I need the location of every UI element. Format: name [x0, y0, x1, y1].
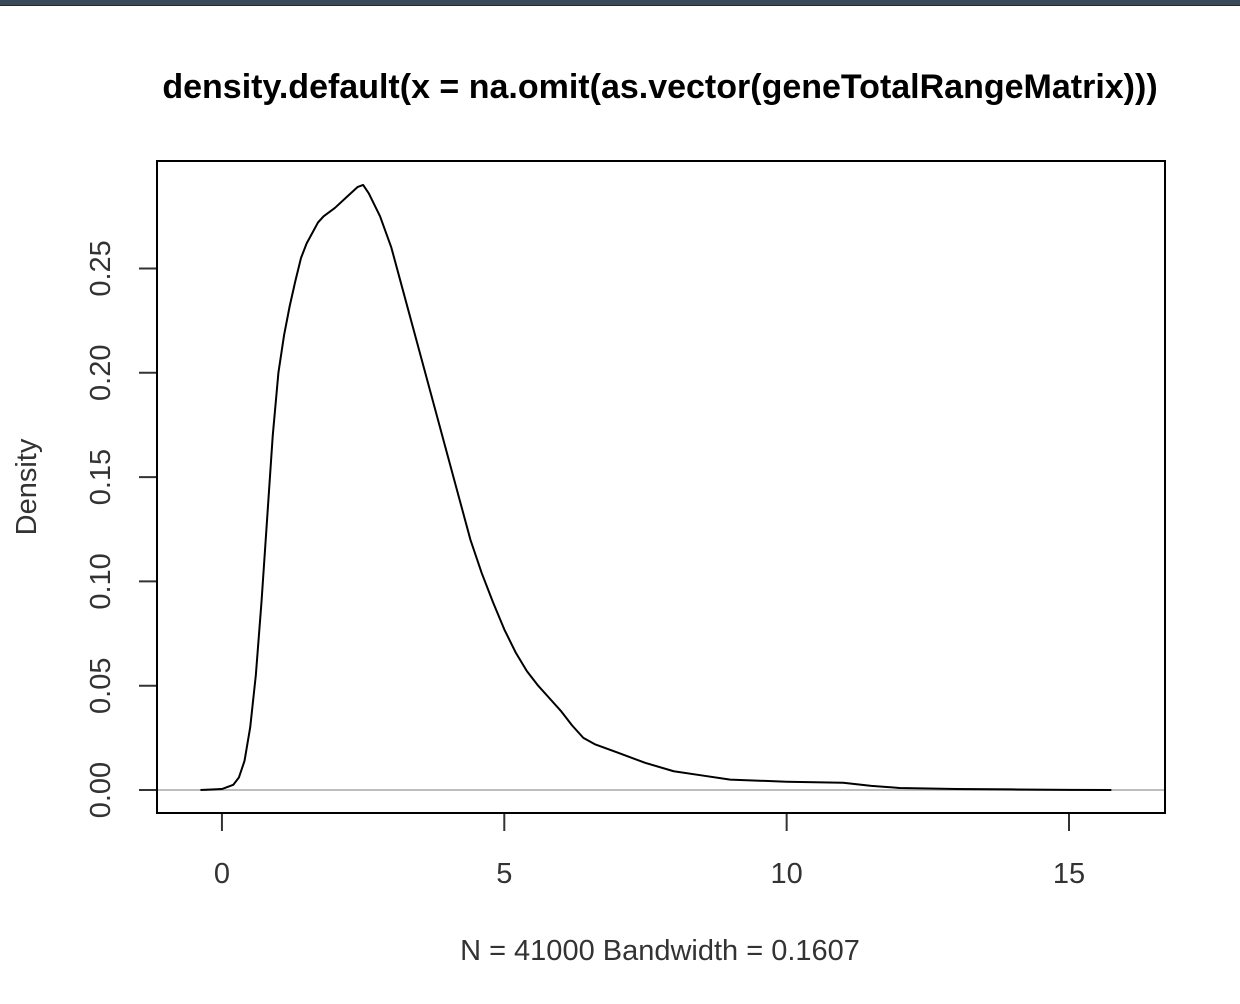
- y-tick-label: 0.05: [85, 658, 117, 714]
- plot-frame: [156, 160, 1166, 814]
- x-axis-label: N = 41000 Bandwidth = 0.1607: [460, 935, 860, 967]
- x-tick-label: 15: [1053, 858, 1085, 890]
- y-tick-label: 0.20: [85, 345, 117, 401]
- window-top-border: [0, 0, 1240, 6]
- chart-title: density.default(x = na.omit(as.vector(ge…: [162, 68, 1157, 106]
- y-axis-label: Density: [11, 438, 43, 535]
- y-tick-label: 0.10: [85, 553, 117, 609]
- y-tick-label: 0.00: [85, 762, 117, 818]
- x-tick-label: 0: [214, 858, 230, 890]
- y-tick-label: 0.25: [85, 240, 117, 296]
- x-tick-label: 5: [496, 858, 512, 890]
- density-curve: [200, 183, 1112, 792]
- x-tick-label: 10: [771, 858, 803, 890]
- y-tick-label: 0.15: [85, 449, 117, 505]
